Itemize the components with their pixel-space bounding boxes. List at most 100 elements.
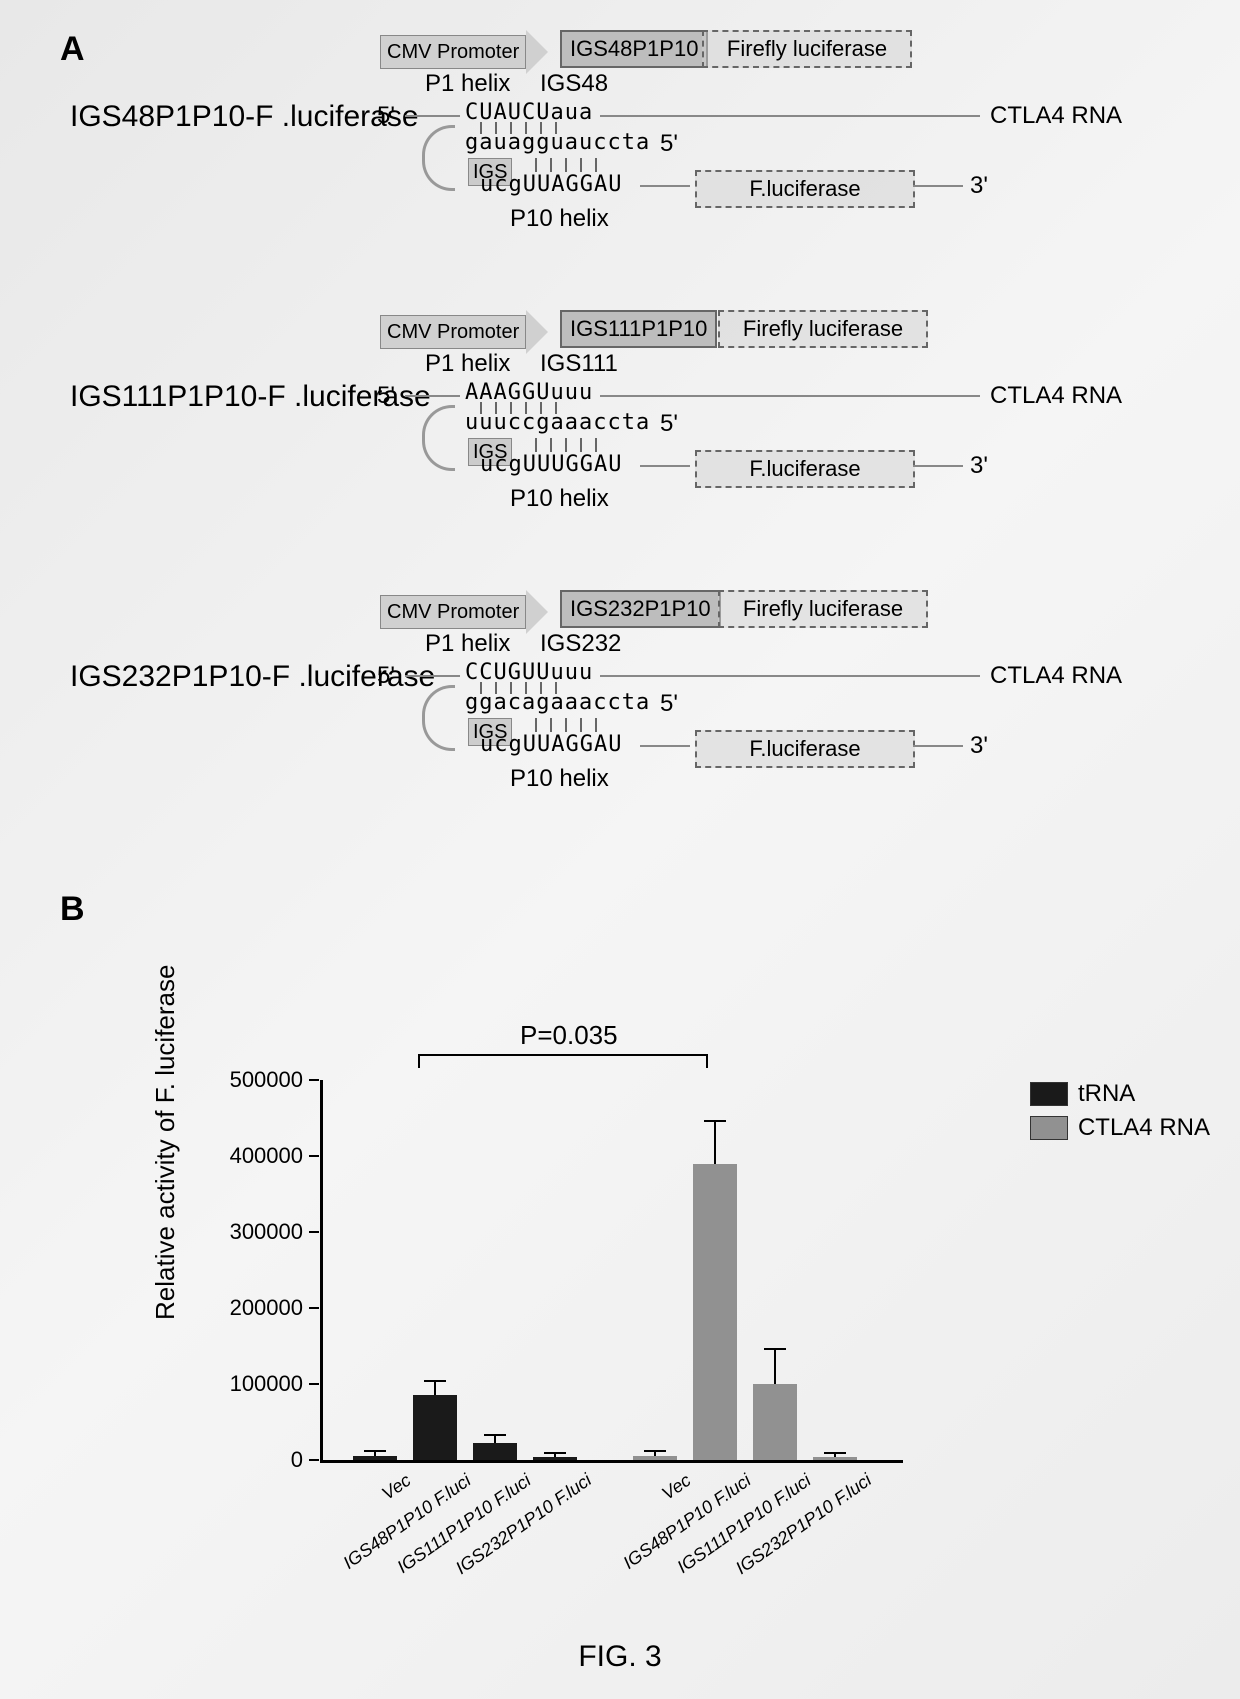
cmv-promoter-arrow: CMV Promoter xyxy=(380,590,548,634)
igs-name: IGS48 xyxy=(540,70,608,98)
bar xyxy=(813,1457,857,1460)
legend-item: tRNA xyxy=(1030,1080,1210,1108)
bp-line xyxy=(550,438,552,452)
error-bar xyxy=(774,1350,776,1384)
bp-line xyxy=(580,438,582,452)
five-prime-mid: 5' xyxy=(660,690,678,718)
cassette-box: IGS48P1P10 xyxy=(560,30,708,68)
error-bar xyxy=(714,1122,716,1164)
five-prime-mid: 5' xyxy=(660,410,678,438)
y-tick-label: 100000 xyxy=(230,1371,303,1397)
construct-name: IGS48P1P10-F .luciferase xyxy=(70,100,419,134)
five-prime: 5' xyxy=(377,102,395,130)
error-bar xyxy=(654,1452,656,1456)
y-tick-label: 300000 xyxy=(230,1219,303,1245)
bar xyxy=(633,1456,677,1460)
y-tick xyxy=(309,1155,319,1157)
reporter-box-bot: F.luciferase xyxy=(695,170,915,208)
target-rna: CTLA4 RNA xyxy=(990,102,1122,130)
error-bar xyxy=(374,1452,376,1456)
igs-name: IGS232 xyxy=(540,630,621,658)
seq-top: CCUGUUuuu xyxy=(465,660,593,685)
error-bar xyxy=(494,1436,496,1444)
seq-top: AAAGGUuuu xyxy=(465,380,593,405)
three-prime: 3' xyxy=(970,732,988,760)
bp-line xyxy=(595,718,597,732)
cmv-promoter-arrow: CMV Promoter xyxy=(380,310,548,354)
line xyxy=(640,465,690,467)
three-prime: 3' xyxy=(970,172,988,200)
p10-helix-label: P10 helix xyxy=(510,205,609,233)
arrow-head-icon xyxy=(526,310,548,354)
bp-line xyxy=(535,718,537,732)
ribozyme-loop-icon xyxy=(422,405,455,471)
plot-area: 0100000200000300000400000500000VecIGS48P… xyxy=(320,1080,903,1463)
three-prime: 3' xyxy=(970,452,988,480)
figure-page: A CMV Promoter IGS48P1P10 Firefly lucife… xyxy=(0,0,1240,1699)
error-bar xyxy=(834,1454,836,1457)
target-rna: CTLA4 RNA xyxy=(990,662,1122,690)
seq-top: CUAUCUaua xyxy=(465,100,593,125)
error-cap xyxy=(544,1452,566,1454)
seq-mid: ggacagaaaccta xyxy=(465,690,650,715)
bp-line xyxy=(565,438,567,452)
y-axis-label: Relative activity of F. luciferase xyxy=(150,965,181,1320)
y-tick xyxy=(309,1079,319,1081)
bar xyxy=(533,1457,577,1460)
y-tick xyxy=(309,1383,319,1385)
seq-bot: ucgUUAGGAU xyxy=(480,172,622,197)
y-tick xyxy=(309,1459,319,1461)
bp-line xyxy=(550,718,552,732)
y-tick-label: 400000 xyxy=(230,1143,303,1169)
bar xyxy=(753,1384,797,1460)
bp-line xyxy=(565,718,567,732)
y-tick-label: 0 xyxy=(291,1447,303,1473)
bp-line xyxy=(535,438,537,452)
bar xyxy=(473,1443,517,1460)
cassette-box: IGS232P1P10 xyxy=(560,590,721,628)
bp-line xyxy=(595,158,597,172)
ribozyme-loop-icon xyxy=(422,125,455,191)
line xyxy=(600,675,980,677)
line xyxy=(913,465,963,467)
error-bar xyxy=(434,1382,436,1396)
line xyxy=(600,395,980,397)
legend-label: CTLA4 RNA xyxy=(1078,1114,1210,1142)
reporter-box-top: Firefly luciferase xyxy=(702,30,912,68)
cmv-promoter-arrow: CMV Promoter xyxy=(380,30,548,74)
bp-line xyxy=(580,158,582,172)
p10-helix-label: P10 helix xyxy=(510,485,609,513)
legend: tRNA CTLA4 RNA xyxy=(1030,1080,1210,1148)
error-cap xyxy=(824,1452,846,1454)
y-tick xyxy=(309,1307,319,1309)
error-cap xyxy=(704,1120,726,1122)
arrow-head-icon xyxy=(526,590,548,634)
figure-caption: FIG. 3 xyxy=(578,1640,661,1674)
legend-swatch-icon xyxy=(1030,1116,1068,1140)
legend-swatch-icon xyxy=(1030,1082,1068,1106)
bp-line xyxy=(535,158,537,172)
error-cap xyxy=(364,1450,386,1452)
y-tick xyxy=(309,1231,319,1233)
seq-bot: ucgUUUGGAU xyxy=(480,452,622,477)
cmv-promoter-label: CMV Promoter xyxy=(380,315,526,349)
panel-a-label: A xyxy=(60,30,85,69)
bp-line xyxy=(550,158,552,172)
line xyxy=(405,675,460,677)
legend-label: tRNA xyxy=(1078,1080,1135,1108)
bar xyxy=(693,1164,737,1460)
cmv-promoter-label: CMV Promoter xyxy=(380,595,526,629)
p-value: P=0.035 xyxy=(520,1020,618,1051)
y-tick-label: 500000 xyxy=(230,1067,303,1093)
reporter-box-top: Firefly luciferase xyxy=(718,590,928,628)
p-bracket xyxy=(418,1054,708,1068)
line xyxy=(640,745,690,747)
error-bar xyxy=(554,1454,556,1457)
seq-mid: uuuccgaaaccta xyxy=(465,410,650,435)
error-cap xyxy=(484,1434,506,1436)
p1-helix-label: P1 helix xyxy=(425,350,510,378)
line xyxy=(405,395,460,397)
error-cap xyxy=(764,1348,786,1350)
legend-item: CTLA4 RNA xyxy=(1030,1114,1210,1142)
y-tick-label: 200000 xyxy=(230,1295,303,1321)
